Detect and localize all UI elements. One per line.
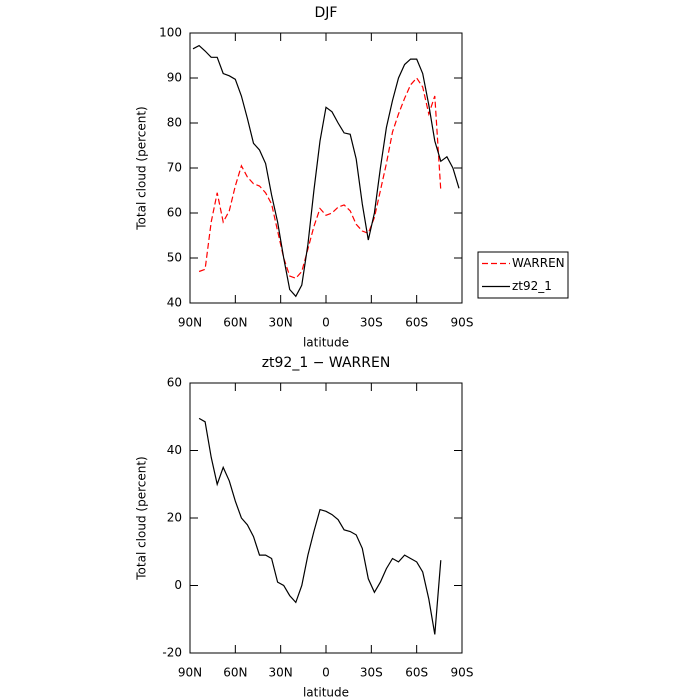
y-tick-label: 60: [167, 206, 182, 220]
data-line: [198, 417, 442, 635]
data-line: [192, 44, 460, 298]
plot-frame: [189, 382, 463, 654]
y-tick-label: 40: [167, 296, 182, 310]
x-tick-label: 60S: [405, 666, 428, 680]
y-tick-label: 90: [167, 71, 182, 85]
plot-frame: [189, 32, 463, 304]
x-axis-label: latitude: [303, 686, 349, 700]
x-tick-label: 30S: [360, 666, 383, 680]
chart-title: zt92_1 − WARREN: [262, 355, 391, 371]
x-tick-label: 90S: [451, 316, 474, 330]
x-tick-label: 30S: [360, 316, 383, 330]
x-tick-label: 90N: [178, 316, 202, 330]
y-tick-label: 100: [159, 26, 182, 40]
y-axis-label: Total cloud (percent): [135, 456, 149, 580]
x-tick-label: 0: [322, 316, 330, 330]
y-tick-label: 20: [167, 511, 182, 525]
data-line: [198, 77, 442, 280]
chart-title: DJF: [315, 5, 338, 21]
y-tick-label: 60: [167, 376, 182, 390]
x-tick-label: 90S: [451, 666, 474, 680]
x-tick-label: 60N: [223, 316, 247, 330]
x-tick-label: 60N: [223, 666, 247, 680]
y-axis-label: Total cloud (percent): [135, 106, 149, 230]
x-tick-label: 30N: [269, 316, 293, 330]
y-tick-label: -20: [162, 646, 182, 660]
y-tick-label: 50: [167, 251, 182, 265]
y-tick-label: 0: [174, 578, 182, 592]
x-tick-label: 30N: [269, 666, 293, 680]
x-axis-label: latitude: [303, 336, 349, 350]
x-tick-label: 0: [322, 666, 330, 680]
y-tick-label: 40: [167, 443, 182, 457]
legend-label: WARREN: [512, 256, 565, 270]
x-tick-label: 60S: [405, 316, 428, 330]
y-tick-label: 80: [167, 116, 182, 130]
x-tick-label: 90N: [178, 666, 202, 680]
legend-box: [477, 251, 569, 299]
legend-label: zt92_1: [512, 279, 552, 293]
y-tick-label: 70: [167, 161, 182, 175]
